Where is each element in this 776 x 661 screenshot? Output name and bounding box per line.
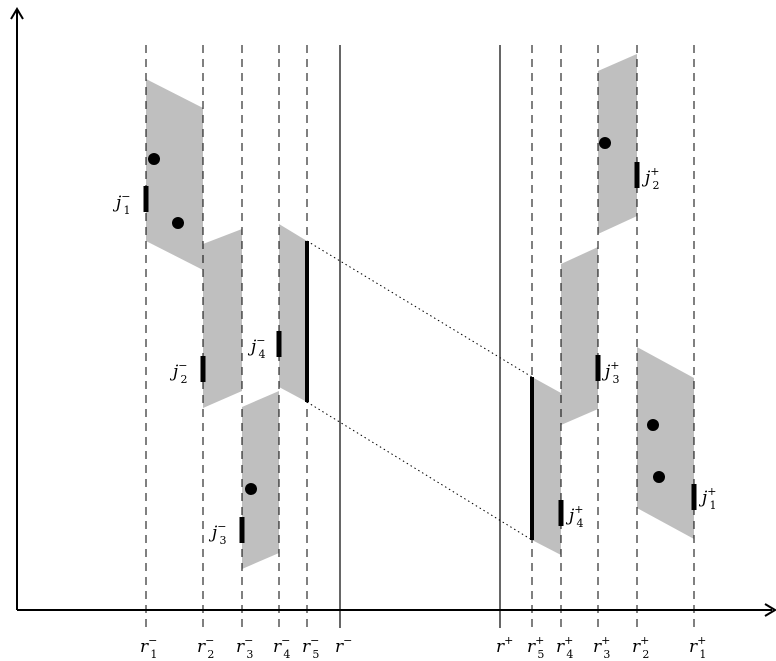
j-markers	[143, 162, 697, 543]
label-r1-minus: r− 1	[140, 634, 157, 661]
y-axis-arrowhead	[10, 7, 24, 20]
label-r-plus: r+	[496, 634, 513, 657]
label-j4-minus: j− 4	[247, 334, 266, 361]
dot	[148, 153, 160, 165]
shaded-regions	[146, 54, 694, 569]
region-right-3	[598, 54, 637, 234]
label-r1-plus: r+ 1	[689, 634, 706, 661]
label-j1-plus: j+ 1	[698, 485, 717, 512]
connector-bottom	[306, 401, 533, 541]
dot	[653, 471, 665, 483]
region-left-4	[279, 224, 307, 402]
label-r2-plus: r+ 2	[632, 634, 649, 661]
label-j3-minus: j− 3	[208, 520, 227, 547]
label-r5-minus: r− 5	[302, 634, 319, 661]
label-r2-minus: r− 2	[197, 634, 214, 661]
label-j1-minus: j− 1	[112, 190, 131, 217]
dotted-connectors	[306, 240, 533, 541]
dot	[172, 217, 184, 229]
label-r4-minus: r− 4	[273, 634, 290, 661]
region-right-5	[532, 377, 561, 555]
region-left-2	[203, 229, 242, 408]
dots	[148, 137, 665, 495]
label-r4-plus: r+ 4	[556, 634, 573, 661]
dot	[647, 419, 659, 431]
axes	[10, 7, 776, 617]
label-r5-plus: r+ 5	[527, 634, 544, 661]
label-j2-plus: j+ 2	[641, 165, 660, 192]
connector-top	[306, 240, 533, 378]
region-left-3	[242, 391, 279, 569]
label-j4-plus: j+ 4	[565, 503, 584, 530]
x-axis-arrowhead	[764, 603, 776, 617]
label-j2-minus: j− 2	[169, 359, 188, 386]
dot	[245, 483, 257, 495]
region-right-4	[561, 247, 598, 425]
solid-verticals	[339, 45, 501, 628]
bottom-labels: r− 1 r− 2 r− 3 r− 4 r− 5 r− r+ r+ 5 r+ 4 r+ 3 r+…	[140, 634, 706, 661]
region-right-1	[637, 347, 694, 539]
region-left-1	[146, 79, 203, 270]
label-j3-plus: j+ 3	[601, 359, 620, 386]
dot	[599, 137, 611, 149]
label-r3-plus: r+ 3	[593, 634, 610, 661]
label-r-minus: r−	[335, 634, 352, 657]
j-labels: j− 1 j− 2 j− 3 j− 4 j+ 2 j+ 3 j+ 4 j+ 1	[112, 165, 717, 547]
thick-segments	[305, 241, 534, 540]
label-r3-minus: r− 3	[236, 634, 253, 661]
